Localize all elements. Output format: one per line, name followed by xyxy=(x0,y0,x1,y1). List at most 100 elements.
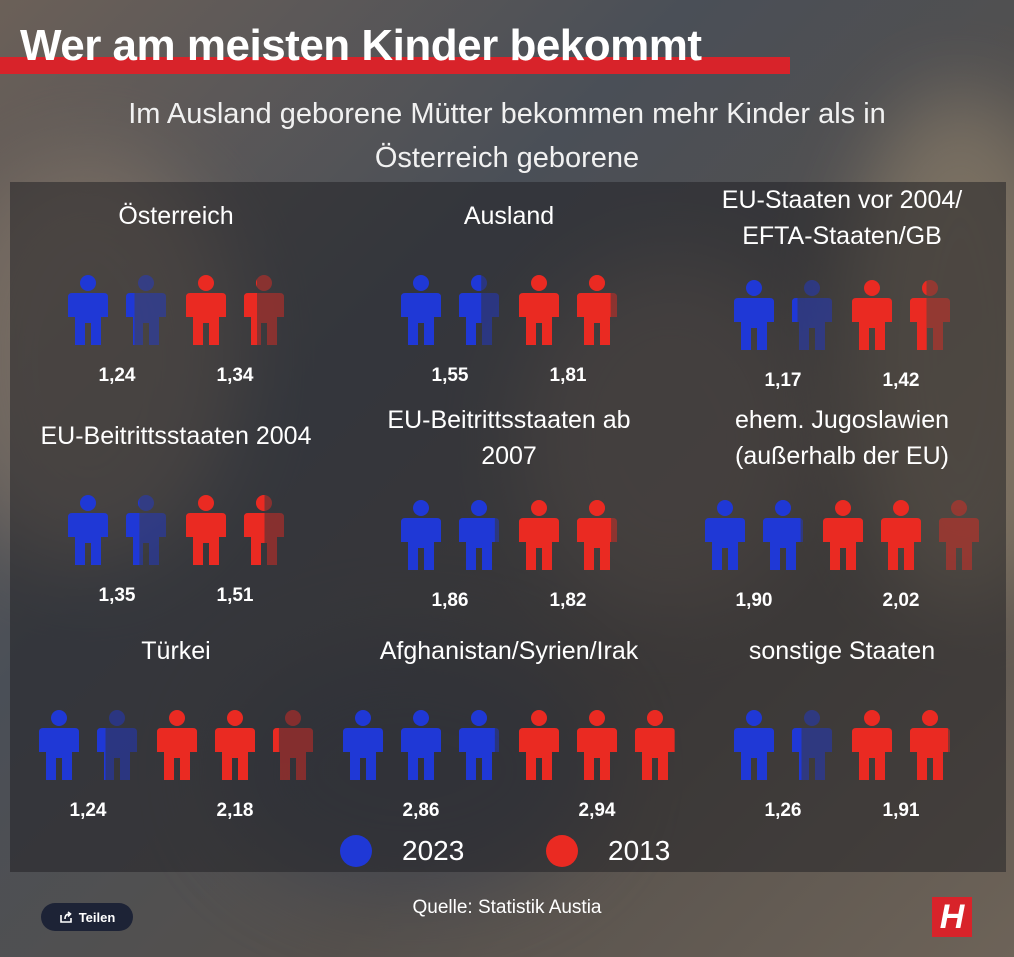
value-label-2023: 1,90 xyxy=(735,590,773,611)
person-icon xyxy=(459,500,499,570)
person-figure-2013 xyxy=(850,710,894,787)
chart-group: Türkei 1,24 2,18 xyxy=(10,625,342,840)
person-icon xyxy=(215,710,255,780)
person-figure-2023 xyxy=(457,500,501,577)
person-icon xyxy=(852,710,892,780)
header-accent-bar xyxy=(0,57,790,74)
legend-item-2013: 2013 xyxy=(546,835,670,867)
chart-group: EU-Beitrittsstaaten ab 2007 1,86 1,82 xyxy=(343,406,675,625)
person-figure-2023 xyxy=(790,280,834,357)
value-label-2013: 1,91 xyxy=(882,800,920,821)
person-figure-2023 xyxy=(732,710,776,787)
chart-subtitle-text: Im Ausland geborene Mütter bekommen mehr… xyxy=(128,98,886,174)
person-icon xyxy=(519,500,559,570)
share-button[interactable]: Teilen xyxy=(41,903,133,931)
group-title: EU-Beitrittsstaaten 2004 xyxy=(10,418,342,454)
person-figure-2023 xyxy=(457,710,501,787)
chart-group: ehem. Jugoslawien (außerhalb der EU) 1,90 2… xyxy=(676,406,1008,625)
person-icon xyxy=(126,275,166,345)
brand-logo-text: H xyxy=(939,897,965,936)
person-figure-2013 xyxy=(908,710,952,787)
value-label-2023: 2,86 xyxy=(402,800,440,821)
group-title-line: EU-Beitrittsstaaten 2004 xyxy=(40,422,312,450)
person-figure-2013 xyxy=(184,495,228,572)
legend-item-2023: 2023 xyxy=(340,835,464,867)
person-figure-2013 xyxy=(184,275,228,352)
value-label-2013: 1,34 xyxy=(216,365,254,386)
person-icon xyxy=(910,710,950,780)
person-icon xyxy=(519,710,559,780)
person-icon xyxy=(577,275,617,345)
person-figure-2013 xyxy=(242,495,286,572)
value-label-2023: 1,17 xyxy=(764,370,802,391)
person-icon xyxy=(577,500,617,570)
person-figure-2013 xyxy=(633,710,677,787)
person-figure-2023 xyxy=(790,710,834,787)
person-icon xyxy=(459,275,499,345)
value-label-2013: 1,82 xyxy=(549,590,587,611)
person-figure-2023 xyxy=(703,500,747,577)
person-icon xyxy=(244,495,284,565)
group-title-line: Österreich xyxy=(118,202,234,230)
person-icon xyxy=(97,710,137,780)
person-icon xyxy=(939,500,979,570)
person-figure-2013 xyxy=(242,275,286,352)
group-title-line: EU-Beitrittsstaaten ab xyxy=(387,406,631,434)
group-title: Österreich xyxy=(10,198,342,234)
person-figure-2023 xyxy=(399,500,443,577)
person-icon xyxy=(244,275,284,345)
person-icon xyxy=(852,280,892,350)
person-figure-2013 xyxy=(517,500,561,577)
group-title: Ausland xyxy=(343,198,675,234)
chart-group: Ausland 1,55 1,81 xyxy=(343,190,675,405)
person-icon xyxy=(635,710,675,780)
person-icon xyxy=(519,275,559,345)
person-icon xyxy=(792,280,832,350)
person-icon xyxy=(157,710,197,780)
person-figure-2023 xyxy=(399,275,443,352)
group-title-line: Ausland xyxy=(463,202,555,230)
value-label-2023: 1,35 xyxy=(98,585,136,606)
person-figure-2023 xyxy=(399,710,443,787)
group-title-line: 2007 xyxy=(481,442,537,470)
person-icon xyxy=(343,710,383,780)
person-icon xyxy=(734,280,774,350)
brand-logo[interactable]: H xyxy=(932,897,972,937)
person-figure-2023 xyxy=(124,275,168,352)
chart-group: sonstige Staaten 1,26 1,91 xyxy=(676,625,1008,840)
person-figure-2013 xyxy=(575,275,619,352)
value-label-2023: 1,24 xyxy=(98,365,136,386)
group-title-line: Türkei xyxy=(141,637,211,665)
group-title-line: Afghanistan/Syrien/Irak xyxy=(379,637,639,665)
person-icon xyxy=(910,280,950,350)
legend-swatch-2013 xyxy=(546,835,578,867)
value-label-2013: 2,18 xyxy=(216,800,254,821)
group-title-line: (außerhalb der EU) xyxy=(735,442,949,470)
person-figure-2013 xyxy=(517,275,561,352)
person-figure-2023 xyxy=(457,275,501,352)
person-figure-2013 xyxy=(937,500,981,577)
share-button-label: Teilen xyxy=(78,909,116,925)
group-title: sonstige Staaten xyxy=(676,633,1008,669)
person-icon xyxy=(401,275,441,345)
person-icon xyxy=(459,710,499,780)
value-label-2013: 1,81 xyxy=(549,365,587,386)
person-figure-2023 xyxy=(37,710,81,787)
group-title-line: ehem. Jugoslawien xyxy=(734,406,949,434)
person-figure-2023 xyxy=(66,495,110,572)
person-figure-2013 xyxy=(213,710,257,787)
group-title: EU-Beitrittsstaaten ab 2007 xyxy=(343,402,675,474)
person-icon xyxy=(401,710,441,780)
chart-subtitle: Im Ausland geborene Mütter bekommen mehr… xyxy=(0,92,1014,180)
person-figure-2013 xyxy=(575,500,619,577)
person-figure-2023 xyxy=(95,710,139,787)
person-icon xyxy=(68,495,108,565)
person-figure-2013 xyxy=(155,710,199,787)
person-icon xyxy=(68,275,108,345)
person-icon xyxy=(763,500,803,570)
person-figure-2013 xyxy=(575,710,619,787)
group-title-line: sonstige Staaten xyxy=(748,637,936,665)
value-label-2013: 2,94 xyxy=(578,800,616,821)
person-icon xyxy=(823,500,863,570)
person-icon xyxy=(734,710,774,780)
